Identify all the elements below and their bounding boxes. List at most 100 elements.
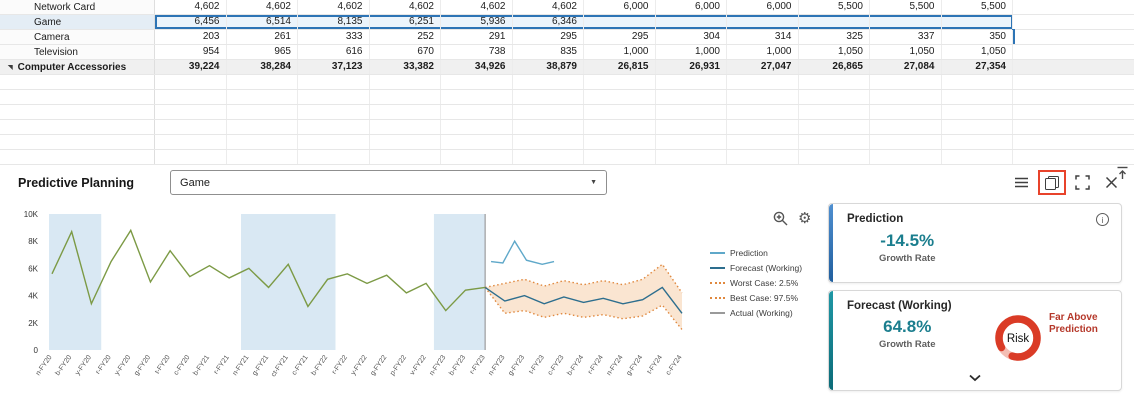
table-cell[interactable]	[441, 150, 513, 164]
table-cell[interactable]	[298, 120, 370, 134]
table-cell[interactable]	[155, 135, 227, 149]
table-cell[interactable]	[155, 90, 227, 104]
table-cell[interactable]	[942, 15, 1013, 29]
table-cell[interactable]	[799, 15, 870, 29]
table-cell[interactable]: 34,926	[441, 60, 513, 74]
table-cell[interactable]	[441, 135, 513, 149]
table-cell[interactable]	[584, 15, 656, 29]
table-cell[interactable]	[799, 90, 870, 104]
table-cell[interactable]	[155, 75, 227, 89]
table-cell[interactable]: 27,354	[942, 60, 1013, 74]
table-cell[interactable]	[942, 90, 1013, 104]
table-cell[interactable]: 6,346	[513, 15, 584, 29]
table-cell[interactable]	[513, 150, 584, 164]
table-cell[interactable]	[656, 75, 727, 89]
row-header[interactable]: Camera	[0, 30, 155, 44]
table-cell[interactable]: 314	[727, 30, 799, 44]
table-cell[interactable]: 252	[370, 30, 441, 44]
table-cell[interactable]	[870, 15, 942, 29]
table-cell[interactable]: 304	[656, 30, 727, 44]
table-cell[interactable]: 295	[584, 30, 656, 44]
table-cell[interactable]	[227, 120, 298, 134]
collapse-panel-icon[interactable]	[1116, 166, 1129, 185]
table-cell[interactable]	[370, 120, 441, 134]
table-cell[interactable]	[870, 75, 942, 89]
table-cell[interactable]	[870, 105, 942, 119]
table-cell[interactable]	[370, 75, 441, 89]
table-cell[interactable]: 6,000	[727, 0, 799, 14]
table-cell[interactable]	[227, 150, 298, 164]
table-cell[interactable]	[727, 120, 799, 134]
table-cell[interactable]	[584, 105, 656, 119]
row-header[interactable]: ◥ Computer Accessories	[0, 60, 155, 74]
table-cell[interactable]	[584, 150, 656, 164]
table-cell[interactable]	[513, 90, 584, 104]
table-cell[interactable]: 6,456	[155, 15, 227, 29]
table-cell[interactable]	[727, 75, 799, 89]
menu-icon[interactable]	[1014, 176, 1029, 189]
table-cell[interactable]: 4,602	[441, 0, 513, 14]
table-cell[interactable]: 325	[799, 30, 870, 44]
table-cell[interactable]: 4,602	[155, 0, 227, 14]
table-cell[interactable]: 8,135	[298, 15, 370, 29]
table-cell[interactable]: 5,500	[799, 0, 870, 14]
table-cell[interactable]: 5,500	[942, 0, 1013, 14]
table-cell[interactable]	[370, 150, 441, 164]
table-cell[interactable]: 39,224	[155, 60, 227, 74]
table-cell[interactable]	[656, 135, 727, 149]
legend-item[interactable]: Prediction	[710, 248, 822, 258]
table-cell[interactable]	[227, 90, 298, 104]
table-cell[interactable]	[298, 75, 370, 89]
table-cell[interactable]	[155, 105, 227, 119]
table-cell[interactable]	[298, 105, 370, 119]
table-cell[interactable]	[227, 105, 298, 119]
row-header[interactable]	[0, 90, 155, 104]
table-cell[interactable]	[155, 150, 227, 164]
table-cell[interactable]: 4,602	[513, 0, 584, 14]
table-cell[interactable]: 738	[441, 45, 513, 59]
table-cell[interactable]	[727, 150, 799, 164]
table-cell[interactable]: 835	[513, 45, 584, 59]
table-cell[interactable]	[584, 90, 656, 104]
table-cell[interactable]: 5,936	[441, 15, 513, 29]
table-cell[interactable]	[441, 90, 513, 104]
row-header[interactable]	[0, 135, 155, 149]
table-cell[interactable]: 616	[298, 45, 370, 59]
legend-item[interactable]: Best Case: 97.5%	[710, 293, 822, 303]
table-cell[interactable]	[942, 75, 1013, 89]
table-cell[interactable]: 38,284	[227, 60, 298, 74]
table-cell[interactable]: 27,084	[870, 60, 942, 74]
table-cell[interactable]: 1,050	[799, 45, 870, 59]
table-cell[interactable]: 27,047	[727, 60, 799, 74]
table-cell[interactable]	[870, 90, 942, 104]
row-header[interactable]: Network Card	[0, 0, 155, 14]
table-cell[interactable]	[799, 135, 870, 149]
row-header[interactable]: Game	[0, 15, 155, 29]
table-cell[interactable]: 6,251	[370, 15, 441, 29]
table-cell[interactable]: 965	[227, 45, 298, 59]
table-cell[interactable]	[870, 120, 942, 134]
table-cell[interactable]: 1,050	[942, 45, 1013, 59]
table-cell[interactable]	[370, 135, 441, 149]
table-cell[interactable]: 203	[155, 30, 227, 44]
table-cell[interactable]: 291	[441, 30, 513, 44]
copy-icon[interactable]	[1038, 169, 1066, 195]
table-cell[interactable]	[799, 120, 870, 134]
row-header[interactable]	[0, 75, 155, 89]
table-cell[interactable]	[799, 150, 870, 164]
table-cell[interactable]	[584, 120, 656, 134]
table-cell[interactable]	[727, 15, 799, 29]
table-cell[interactable]	[513, 120, 584, 134]
table-cell[interactable]: 38,879	[513, 60, 584, 74]
table-cell[interactable]	[727, 135, 799, 149]
table-cell[interactable]	[584, 135, 656, 149]
table-cell[interactable]: 26,931	[656, 60, 727, 74]
table-cell[interactable]	[656, 150, 727, 164]
table-cell[interactable]	[370, 90, 441, 104]
grid-scrollbar-thumb[interactable]	[1012, 29, 1015, 44]
table-cell[interactable]	[155, 120, 227, 134]
table-cell[interactable]	[441, 120, 513, 134]
table-cell[interactable]	[656, 105, 727, 119]
legend-item[interactable]: Worst Case: 2.5%	[710, 278, 822, 288]
table-cell[interactable]: 1,050	[870, 45, 942, 59]
